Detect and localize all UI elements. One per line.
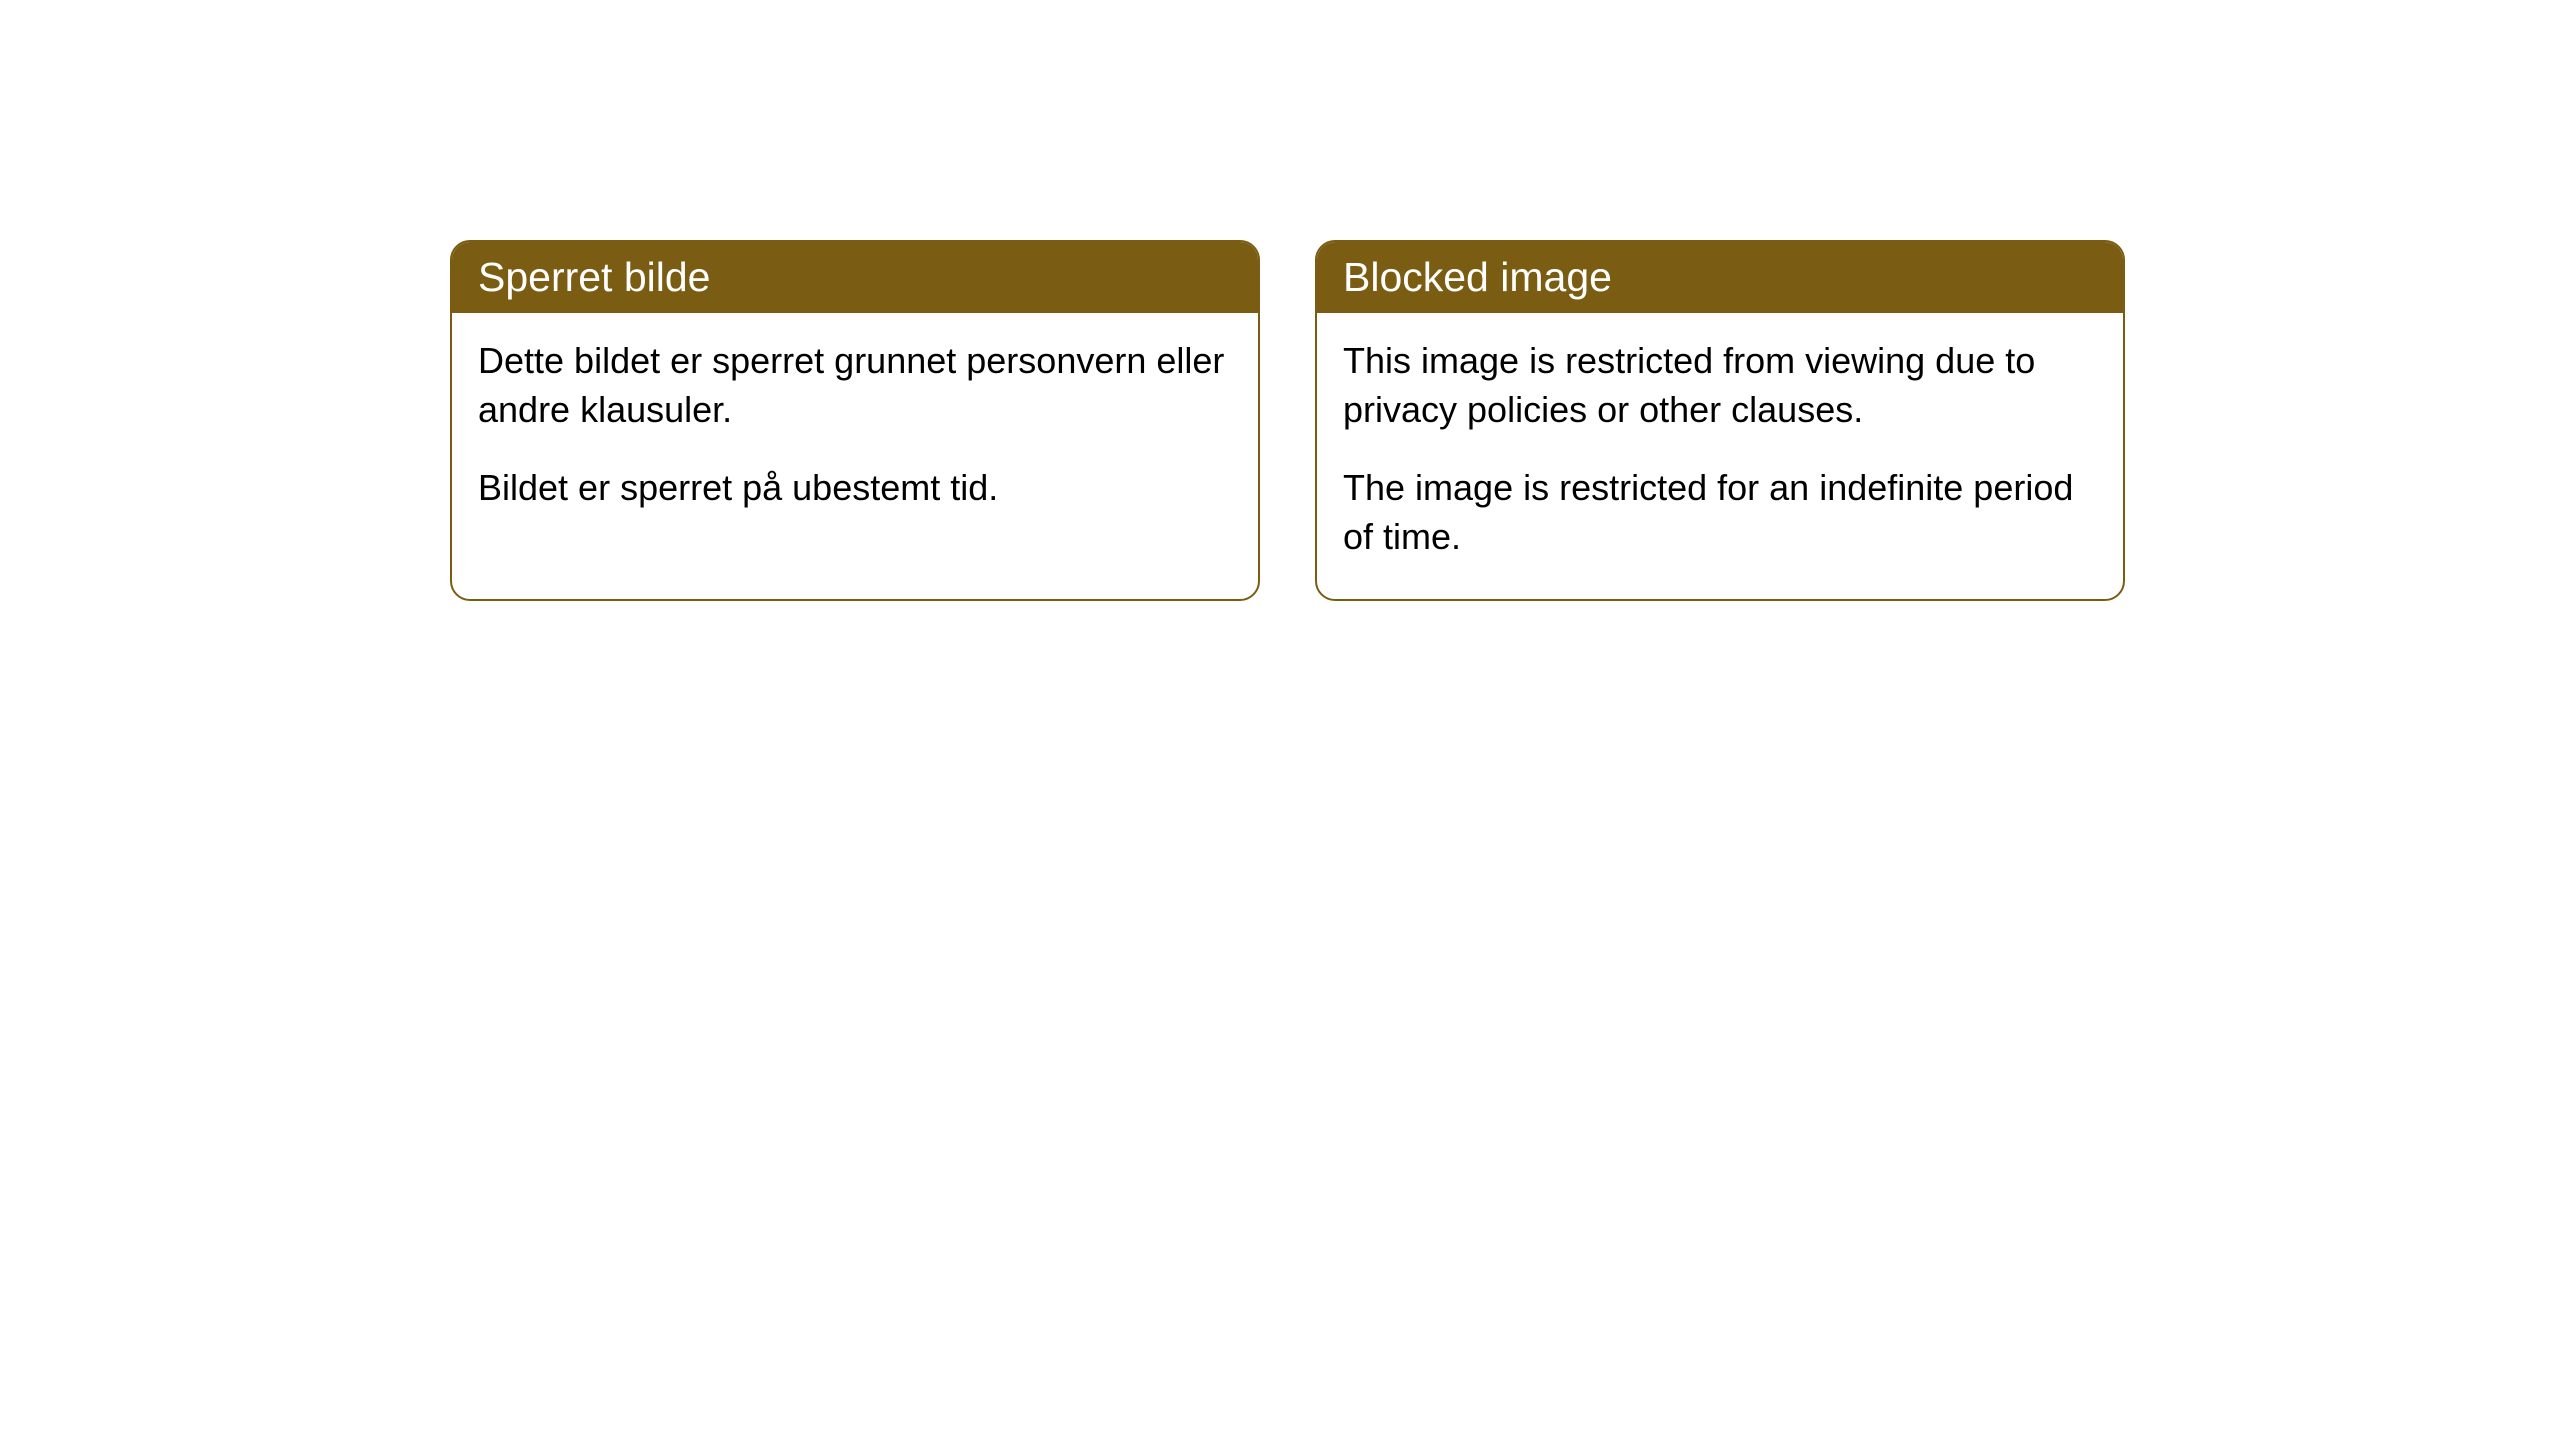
card-header-english: Blocked image — [1317, 242, 2123, 313]
card-paragraph-1-english: This image is restricted from viewing du… — [1343, 337, 2097, 434]
card-paragraph-2-english: The image is restricted for an indefinit… — [1343, 464, 2097, 561]
card-body-norwegian: Dette bildet er sperret grunnet personve… — [452, 313, 1258, 551]
card-title-norwegian: Sperret bilde — [478, 254, 710, 300]
card-title-english: Blocked image — [1343, 254, 1612, 300]
notice-cards-container: Sperret bilde Dette bildet er sperret gr… — [450, 240, 2560, 601]
card-header-norwegian: Sperret bilde — [452, 242, 1258, 313]
card-paragraph-2-norwegian: Bildet er sperret på ubestemt tid. — [478, 464, 1232, 513]
card-paragraph-1-norwegian: Dette bildet er sperret grunnet personve… — [478, 337, 1232, 434]
notice-card-english: Blocked image This image is restricted f… — [1315, 240, 2125, 601]
notice-card-norwegian: Sperret bilde Dette bildet er sperret gr… — [450, 240, 1260, 601]
card-body-english: This image is restricted from viewing du… — [1317, 313, 2123, 599]
